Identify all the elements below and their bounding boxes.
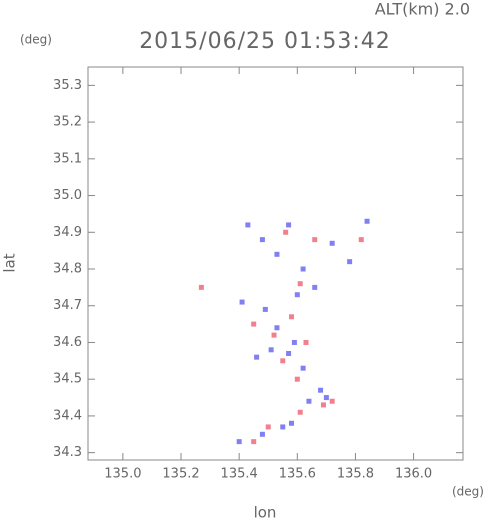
x-tick-label: 135.0 — [104, 467, 141, 482]
x-unit: (deg) — [452, 485, 484, 499]
data-point — [274, 251, 280, 257]
y-tick-label: 34.9 — [53, 225, 82, 240]
data-point — [286, 222, 292, 228]
y-tick-label: 34.5 — [53, 372, 82, 387]
data-point — [320, 402, 326, 408]
chart-title: 2015/06/25 01:53:42 — [139, 29, 391, 54]
data-point — [198, 284, 204, 290]
x-tick-label: 136.0 — [395, 467, 432, 482]
x-tick-label: 135.2 — [162, 467, 199, 482]
y-tick-label: 35.1 — [53, 151, 82, 166]
altitude-label: ALT(km) 2.0 — [375, 0, 470, 19]
data-point — [239, 299, 245, 305]
data-point — [329, 398, 335, 404]
data-point — [262, 306, 268, 312]
y-axis-label: lat — [1, 253, 19, 272]
y-tick-label: 35.3 — [53, 78, 82, 93]
y-tick-label: 34.8 — [53, 262, 82, 277]
y-tick-label: 34.7 — [53, 298, 82, 313]
data-point — [280, 358, 286, 364]
data-point — [268, 347, 274, 353]
data-point — [251, 439, 257, 445]
data-point — [259, 237, 265, 243]
data-point — [245, 222, 251, 228]
y-tick-label: 34.4 — [53, 408, 82, 423]
data-point — [288, 314, 294, 320]
x-tick-label: 135.8 — [337, 467, 374, 482]
data-point — [288, 420, 294, 426]
data-point — [280, 424, 286, 430]
data-point — [303, 339, 309, 345]
y-tick-label: 35.0 — [53, 188, 82, 203]
y-tick-label: 35.2 — [53, 115, 82, 130]
data-point — [294, 376, 300, 382]
data-point — [312, 237, 318, 243]
data-point — [364, 218, 370, 224]
data-point — [297, 281, 303, 287]
x-axis-label: lon — [254, 504, 277, 521]
data-point — [259, 431, 265, 437]
x-tick-label: 135.4 — [221, 467, 258, 482]
x-tick-label: 135.6 — [279, 467, 316, 482]
data-point — [312, 284, 318, 290]
data-point — [300, 266, 306, 272]
y-tick-label: 34.6 — [53, 335, 82, 350]
data-point — [347, 259, 353, 265]
data-point — [254, 354, 260, 360]
data-point — [294, 292, 300, 298]
data-point — [236, 439, 242, 445]
data-point — [358, 237, 364, 243]
data-point — [300, 365, 306, 371]
y-unit: (deg) — [20, 33, 52, 47]
data-point — [306, 398, 312, 404]
data-point — [271, 332, 277, 338]
data-point — [265, 424, 271, 430]
data-point — [323, 395, 329, 401]
data-point — [274, 325, 280, 331]
data-point — [329, 240, 335, 246]
data-point — [291, 339, 297, 345]
data-point — [283, 229, 289, 235]
plot-frame — [87, 66, 464, 461]
data-point — [297, 409, 303, 415]
data-point — [318, 387, 324, 393]
data-point — [251, 321, 257, 327]
data-point — [286, 350, 292, 356]
y-tick-label: 34.3 — [53, 445, 82, 460]
